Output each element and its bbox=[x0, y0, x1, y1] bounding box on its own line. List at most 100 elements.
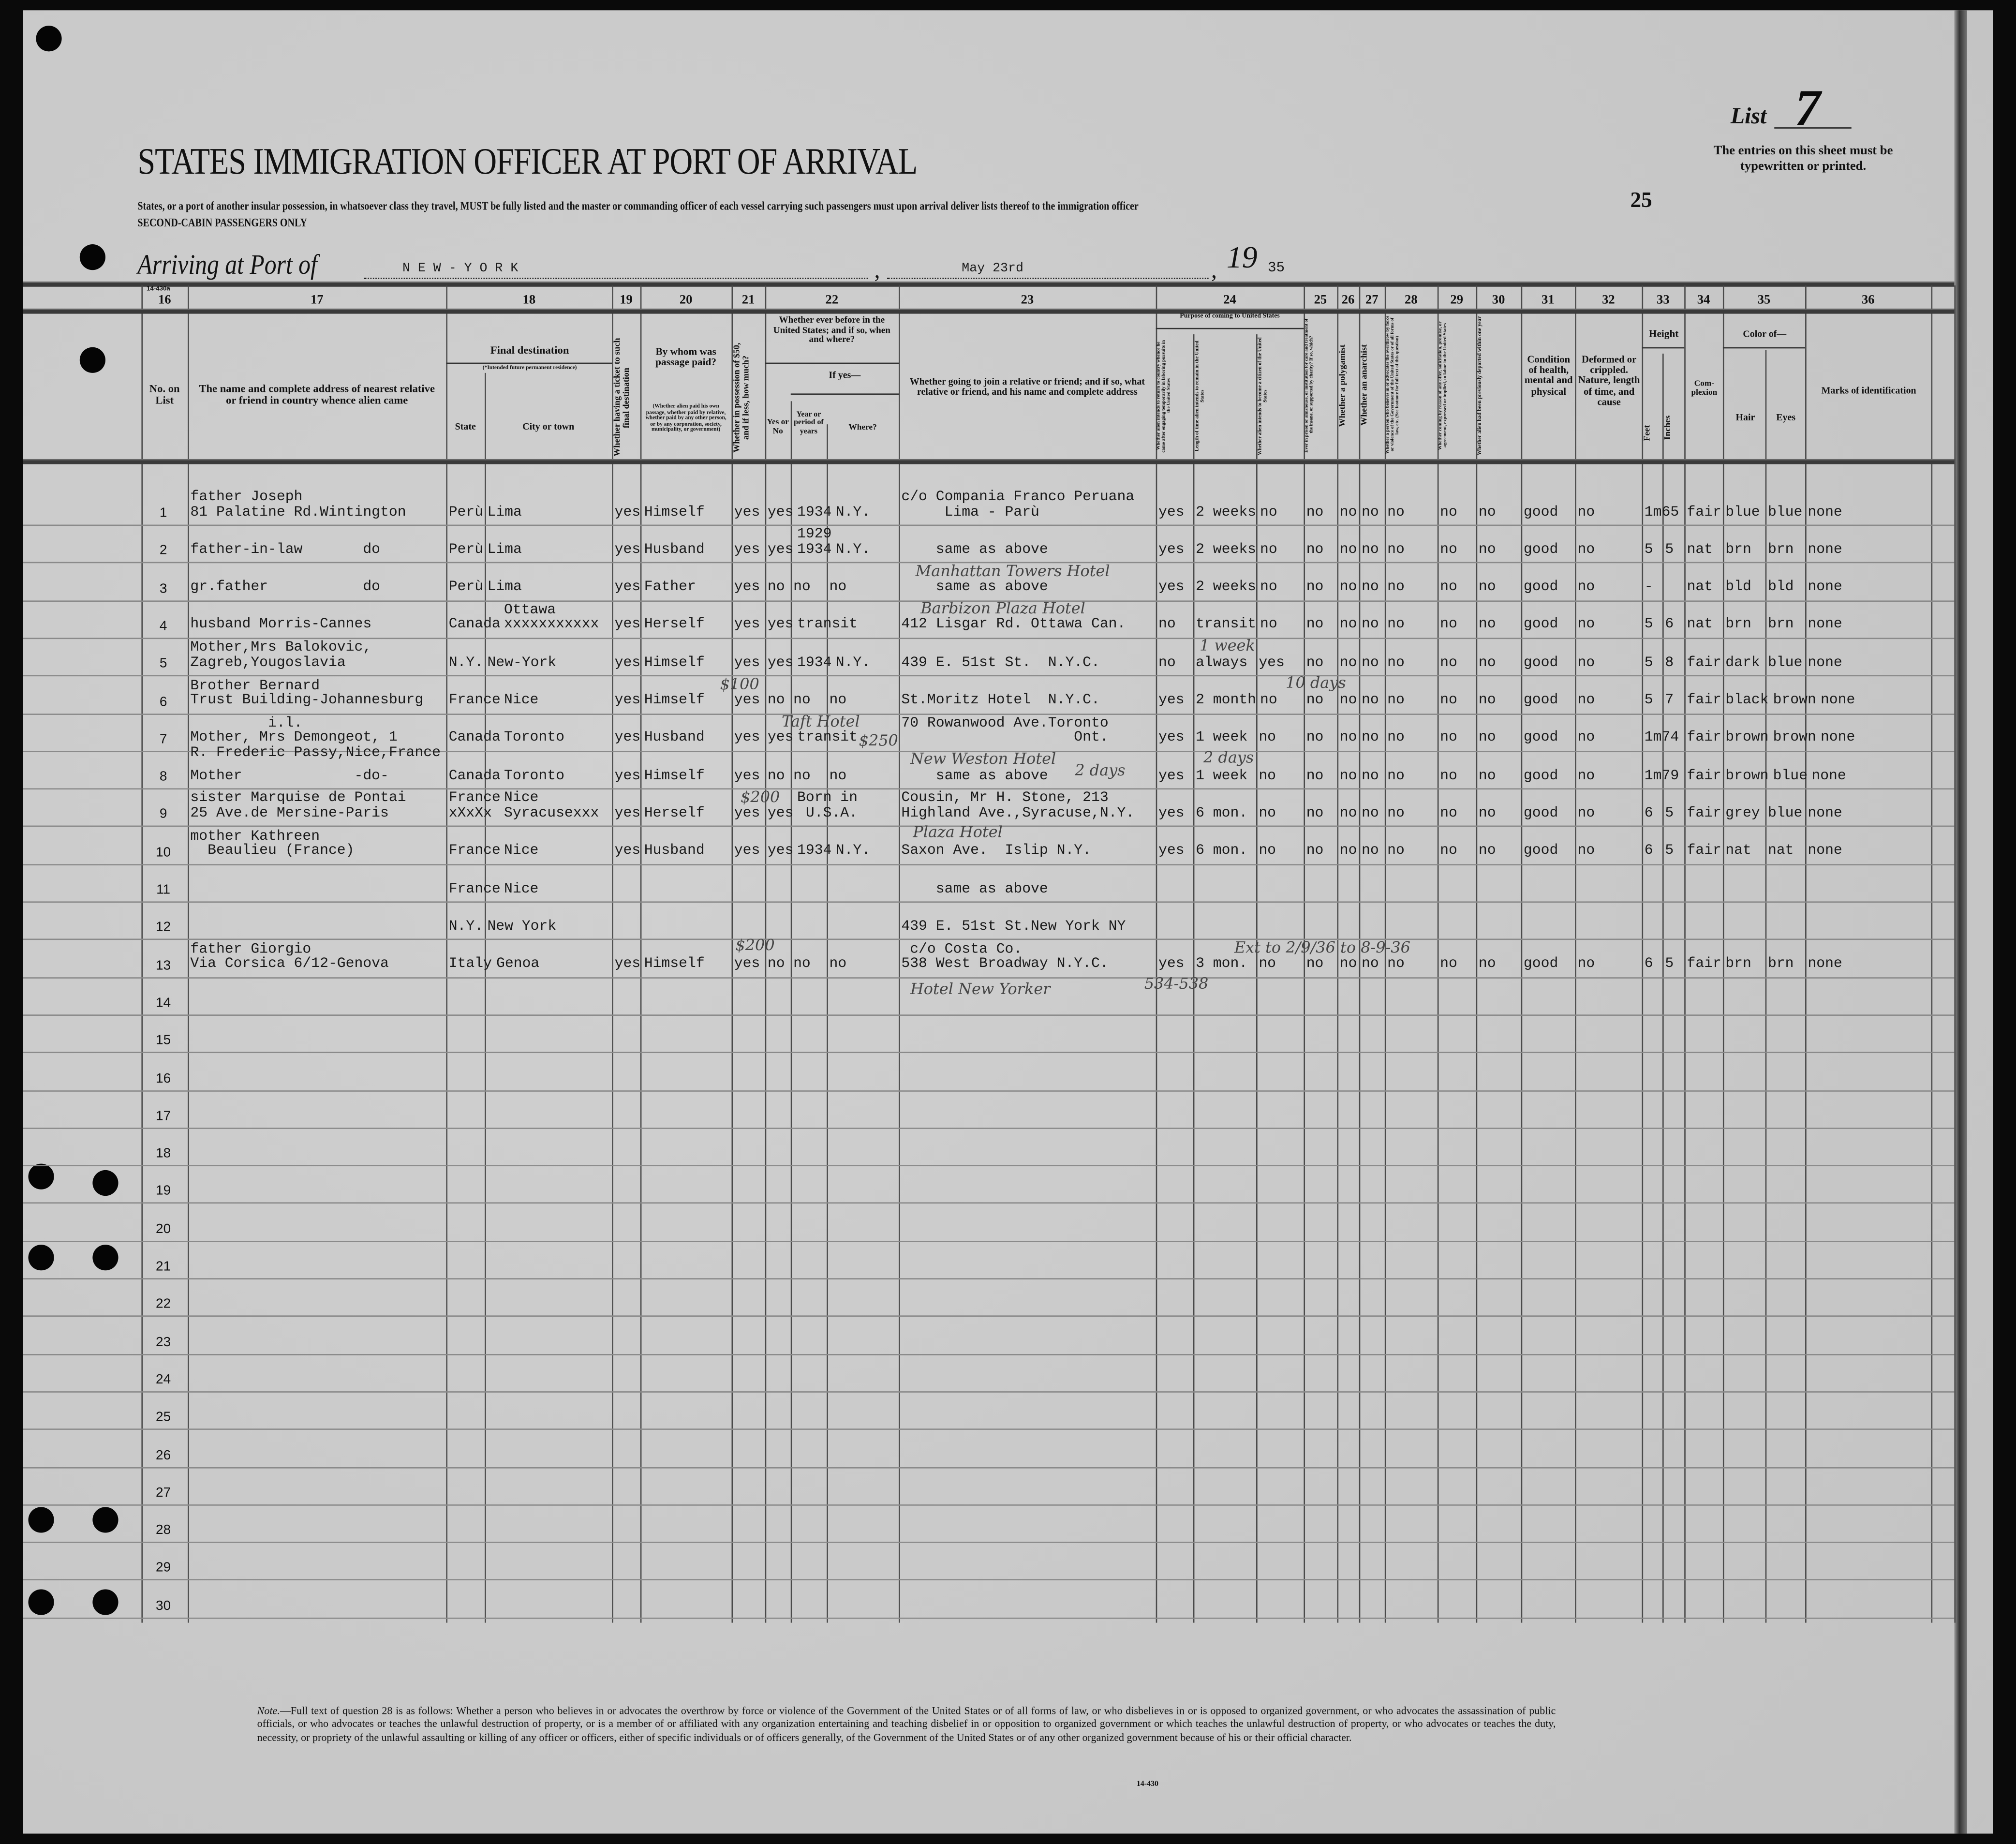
cell-ret: yes bbox=[1158, 505, 1185, 520]
header-citizen-intent: Whether alien intends to become a citize… bbox=[1257, 337, 1268, 455]
cell-length: 6 mon. bbox=[1196, 806, 1248, 822]
cell-ticket: yes bbox=[614, 768, 641, 784]
cell-c28: no bbox=[1387, 956, 1405, 972]
row-number: 18 bbox=[156, 1145, 171, 1161]
header-paid-by: By whom was passage paid? bbox=[655, 346, 717, 369]
cell-c25: no bbox=[1306, 806, 1324, 822]
cell-ticket: yes bbox=[614, 580, 641, 596]
row-rule bbox=[23, 638, 1955, 639]
header-if-yes: If yes— bbox=[829, 369, 861, 381]
cell-money: yes bbox=[734, 768, 760, 784]
cell-year: Born in U.S.A. bbox=[797, 791, 858, 822]
handwritten-annotation: 2 days bbox=[1075, 761, 1126, 779]
cell-c29: no bbox=[1440, 655, 1457, 671]
cell-complexion: fair bbox=[1687, 655, 1721, 671]
cell-year: transit bbox=[797, 617, 858, 633]
manifest-sheet bbox=[23, 10, 1993, 1834]
cell-before: yes bbox=[767, 617, 794, 633]
header-height: Height bbox=[1648, 327, 1679, 340]
column-number-28: 28 bbox=[1405, 293, 1418, 308]
row-number: 4 bbox=[159, 618, 167, 634]
handwritten-annotation: 1 week bbox=[1200, 636, 1255, 655]
cell-citizen: yes bbox=[1259, 655, 1285, 671]
list-label: List bbox=[1730, 103, 1767, 129]
header-feet: Feet bbox=[1643, 425, 1652, 442]
cell-city: New-York bbox=[487, 655, 557, 671]
cell-c26: no bbox=[1339, 655, 1357, 671]
cell-eyes: blue bbox=[1773, 768, 1808, 784]
cell-inches: 5 bbox=[1665, 844, 1674, 860]
cell-health: good bbox=[1523, 655, 1558, 671]
row-number: 8 bbox=[159, 769, 167, 785]
cell-inches: 8 bbox=[1665, 655, 1674, 671]
cell-c25: no bbox=[1306, 580, 1324, 596]
row-number: 9 bbox=[159, 806, 167, 822]
row-number: 17 bbox=[156, 1108, 171, 1124]
punch-hole bbox=[79, 244, 105, 270]
punch-hole bbox=[28, 1163, 54, 1190]
row-number: 28 bbox=[156, 1522, 171, 1538]
list-number-line bbox=[1774, 127, 1852, 129]
punch-hole bbox=[79, 347, 105, 373]
cell-marks: none bbox=[1808, 655, 1842, 671]
row-rule bbox=[23, 600, 1955, 601]
cell-health: good bbox=[1523, 844, 1558, 860]
cell-before: yes bbox=[767, 505, 794, 520]
punch-hole bbox=[28, 1589, 54, 1615]
header-band-bottom bbox=[23, 459, 1955, 464]
cell-citizen: no bbox=[1259, 730, 1276, 746]
cell-complexion: fair bbox=[1687, 505, 1721, 520]
cell-where: no bbox=[829, 768, 847, 784]
column-number-23: 23 bbox=[1021, 293, 1034, 308]
cell-money: yes bbox=[734, 806, 760, 822]
subheader-rule bbox=[446, 362, 612, 364]
column-divider bbox=[765, 285, 767, 1623]
subcolumn-divider bbox=[827, 424, 828, 1623]
cell-feet: 6 bbox=[1644, 844, 1653, 860]
cell-c27: no bbox=[1361, 617, 1379, 633]
row-rule bbox=[23, 750, 1955, 752]
cell-year: 1934 bbox=[797, 655, 832, 671]
cell-before: yes bbox=[767, 542, 794, 558]
cell-state: Canada bbox=[448, 768, 501, 784]
cell-c26: no bbox=[1339, 806, 1357, 822]
column-number-26: 26 bbox=[1341, 293, 1355, 308]
cell-c25: no bbox=[1306, 505, 1324, 520]
cell-citizen: no bbox=[1259, 956, 1276, 972]
binding-edge bbox=[1954, 10, 1967, 1834]
handwritten-annotation: Taft Hotel bbox=[782, 712, 860, 730]
cell-inches: 5 bbox=[1665, 806, 1674, 822]
column-divider bbox=[1931, 285, 1933, 1623]
column-divider bbox=[1575, 285, 1576, 1623]
cell-citizen: no bbox=[1259, 844, 1276, 860]
cell-c27: no bbox=[1361, 580, 1379, 596]
cell-complexion: nat bbox=[1687, 542, 1713, 558]
cell-c30: no bbox=[1478, 617, 1496, 633]
cell-relative: Mother,Mrs Balokovic, Zagreb,Yougoslavia bbox=[190, 640, 372, 671]
cell-deformed: no bbox=[1577, 655, 1595, 671]
column-divider bbox=[640, 285, 642, 1623]
cell-c30: no bbox=[1478, 542, 1496, 558]
cell-c30: no bbox=[1478, 768, 1496, 784]
column-divider bbox=[899, 285, 900, 1623]
cell-joining: 70 Rowanwood Ave.Toronto Ont. bbox=[901, 716, 1109, 746]
header-city: City or town bbox=[522, 420, 575, 432]
handwritten-annotation: 534-538 bbox=[1144, 974, 1209, 993]
header-q29: Whether coming by reason of any offer, s… bbox=[1437, 321, 1448, 450]
cell-relative: Brother Bernard Trust Building-Johannesb… bbox=[190, 678, 424, 709]
cell-city: Genoa bbox=[496, 956, 540, 972]
date-field: May 23rd bbox=[887, 254, 1209, 279]
column-number-19: 19 bbox=[620, 293, 633, 308]
punch-hole bbox=[36, 26, 62, 52]
cell-health: good bbox=[1523, 580, 1558, 596]
cell-health: good bbox=[1523, 617, 1558, 633]
column-number-22: 22 bbox=[825, 293, 839, 308]
cell-complexion: fair bbox=[1687, 730, 1721, 746]
column-number-35: 35 bbox=[1757, 293, 1771, 308]
cell-state: France bbox=[448, 844, 501, 860]
header-complexion: Com-plexion bbox=[1691, 379, 1718, 397]
column-divider bbox=[446, 285, 448, 1623]
cell-relative: father-in-law do bbox=[190, 542, 381, 558]
column-number-18: 18 bbox=[522, 293, 536, 308]
